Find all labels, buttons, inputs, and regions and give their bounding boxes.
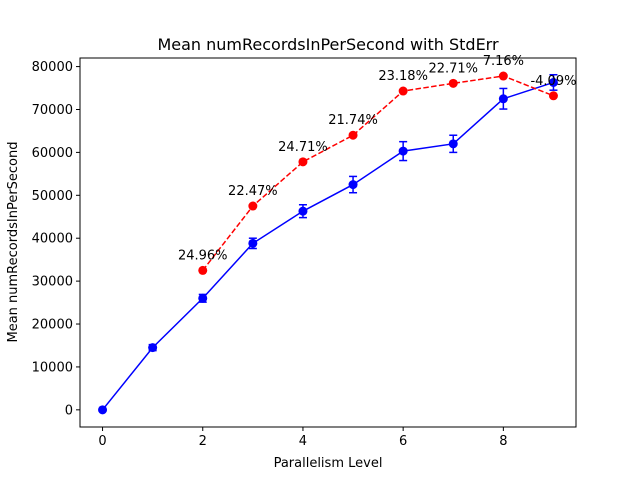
series-0-point bbox=[248, 238, 258, 248]
annotation-label: 22.71% bbox=[428, 61, 478, 76]
series-1-point bbox=[198, 265, 208, 275]
y-tick-label: 0 bbox=[65, 403, 73, 418]
y-tick-label: 60000 bbox=[32, 146, 73, 161]
series-0-line bbox=[101, 81, 554, 411]
y-tick-label: 10000 bbox=[32, 360, 73, 375]
series-0-point bbox=[398, 146, 408, 156]
annotation-label: 23.18% bbox=[378, 69, 428, 84]
x-axis-label: Parallelism Level bbox=[274, 456, 383, 471]
annotation-label: 21.74% bbox=[328, 113, 378, 128]
series-1-point bbox=[348, 130, 358, 140]
series-1-point bbox=[298, 157, 308, 167]
y-tick-label: 80000 bbox=[32, 60, 73, 75]
y-tick-label: 40000 bbox=[32, 232, 73, 247]
y-tick-label: 20000 bbox=[32, 318, 73, 333]
y-tick-label: 30000 bbox=[32, 275, 73, 290]
plot-frame bbox=[79, 57, 577, 428]
series-0-point bbox=[348, 180, 358, 190]
annotation-label: 7.16% bbox=[483, 54, 524, 69]
series-1-point bbox=[248, 201, 258, 211]
series-1-point bbox=[548, 91, 558, 101]
series-0-point bbox=[98, 405, 108, 415]
y-tick-label: 70000 bbox=[32, 103, 73, 118]
series-0-point bbox=[298, 206, 308, 216]
x-tick-label: 0 bbox=[98, 434, 106, 449]
annotation-label: -4.09% bbox=[530, 74, 576, 89]
x-tick-label: 4 bbox=[299, 434, 307, 449]
series-1-line bbox=[202, 75, 554, 271]
series-0-point bbox=[148, 343, 158, 353]
y-axis-label: Mean numRecordsInPerSecond bbox=[6, 141, 21, 342]
x-tick-label: 8 bbox=[499, 434, 507, 449]
series-1-point bbox=[398, 86, 408, 96]
annotation-label: 24.96% bbox=[178, 248, 228, 263]
annotation-label: 22.47% bbox=[228, 184, 278, 199]
series-0-point bbox=[448, 139, 458, 149]
series-0-point bbox=[548, 77, 558, 87]
series-0-point bbox=[198, 293, 208, 303]
y-tick-label: 50000 bbox=[32, 189, 73, 204]
x-tick-label: 2 bbox=[199, 434, 207, 449]
series-0-point bbox=[498, 94, 508, 104]
series-1-point bbox=[448, 78, 458, 88]
annotation-label: 24.71% bbox=[278, 140, 328, 155]
series-1-point bbox=[498, 71, 508, 81]
x-tick-label: 6 bbox=[399, 434, 407, 449]
chart-title: Mean numRecordsInPerSecond with StdErr bbox=[157, 35, 499, 54]
